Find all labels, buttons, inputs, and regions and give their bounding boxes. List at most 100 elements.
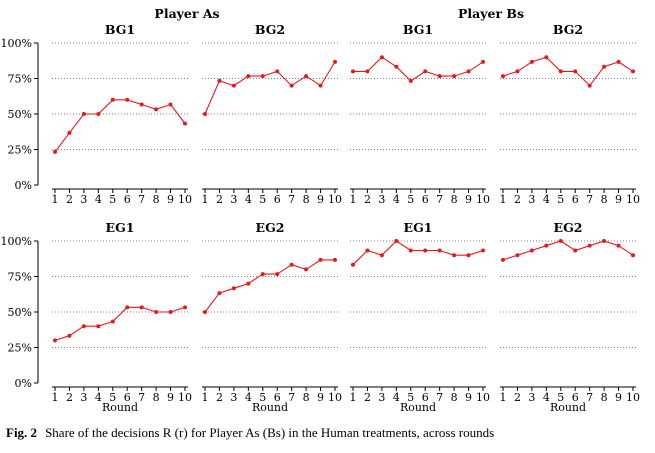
x-tick-label: 4 [245, 391, 252, 404]
x-tick-label: 9 [615, 193, 622, 206]
x-tick-label: 1 [500, 193, 507, 206]
data-point [631, 69, 635, 74]
x-tick-label: 6 [124, 391, 131, 404]
x-tick-label: 1 [350, 193, 357, 206]
x-tick-label: 10 [476, 193, 490, 206]
y-tick-label: 100% [1, 235, 32, 248]
data-point [602, 64, 607, 69]
x-axis-label: Round [550, 401, 586, 414]
data-point [501, 74, 505, 79]
x-tick-label: 9 [317, 193, 324, 206]
x-tick-label: 1 [500, 391, 507, 404]
series-line [353, 56, 484, 82]
x-tick-label: 5 [109, 391, 116, 404]
y-tick-label: 25% [8, 342, 32, 355]
x-tick-label: 1 [202, 193, 209, 206]
x-tick-label: 4 [95, 391, 102, 404]
y-tick-label: 75% [8, 271, 32, 284]
data-point [529, 59, 534, 64]
chart-panel-3: BG1 1 2 3 4 5 6 7 8 9 10 [350, 22, 491, 206]
data-point [67, 130, 72, 135]
data-point [558, 69, 563, 74]
x-tick-label: 6 [124, 193, 131, 206]
data-point [81, 112, 86, 116]
data-point [501, 257, 505, 262]
x-tick-label: 3 [230, 193, 237, 206]
x-tick-label: 3 [230, 391, 237, 404]
data-point [365, 248, 370, 253]
x-tick-label: 5 [407, 193, 414, 206]
x-tick-label: 6 [572, 193, 579, 206]
data-point [437, 248, 442, 253]
y-tick-label: 0% [15, 377, 32, 390]
data-point [168, 310, 173, 314]
x-tick-label: 8 [153, 391, 160, 404]
series-line [502, 240, 634, 261]
panel-title: BG1 [403, 22, 433, 37]
data-point [318, 83, 323, 88]
panel-title: EG1 [404, 220, 433, 235]
series-line [54, 306, 186, 341]
x-tick-label: 9 [465, 193, 472, 206]
chart-panel-5: EG1 1 2 3 4 5 6 7 8 9 10 Round 0% 25% 50% 75% 100% [1, 220, 192, 414]
data-point [333, 59, 337, 64]
caption-label: Fig. 2 [6, 425, 38, 440]
data-point [139, 305, 144, 310]
x-axis-label: Round [102, 401, 138, 414]
x-tick-label: 4 [543, 193, 550, 206]
x-tick-label: 6 [274, 193, 281, 206]
x-tick-label: 9 [167, 391, 174, 404]
x-tick-label: 9 [167, 193, 174, 206]
x-tick-label: 2 [514, 391, 521, 404]
data-point [168, 102, 173, 107]
data-point [616, 243, 621, 248]
data-point [437, 74, 442, 79]
data-point [423, 248, 428, 253]
data-point [289, 83, 294, 88]
data-point [154, 107, 159, 112]
data-point [573, 69, 578, 74]
x-tick-label: 5 [557, 391, 564, 404]
x-tick-label: 3 [528, 391, 535, 404]
data-point [544, 243, 549, 248]
x-tick-label: 9 [317, 391, 324, 404]
data-point [408, 248, 413, 253]
data-point [231, 83, 236, 88]
data-point [260, 272, 265, 277]
data-point [529, 248, 534, 253]
x-tick-label: 10 [328, 193, 342, 206]
x-tick-label: 4 [543, 391, 550, 404]
data-point [203, 112, 207, 116]
x-tick-label: 7 [436, 391, 443, 404]
data-point [365, 69, 370, 74]
data-point [81, 324, 86, 329]
data-point [452, 253, 457, 258]
chart-panel-6: EG2 1 2 3 4 5 6 7 8 9 10 Round [202, 220, 343, 414]
data-point [481, 59, 485, 64]
data-point [379, 253, 384, 258]
x-tick-label: 2 [514, 193, 521, 206]
x-tick-label: 1 [52, 193, 59, 206]
x-tick-label: 5 [109, 193, 116, 206]
x-tick-label: 2 [364, 193, 371, 206]
x-tick-label: 5 [259, 193, 266, 206]
group-title-player-as: Player As [154, 6, 219, 21]
data-point [466, 69, 471, 74]
x-tick-label: 6 [274, 391, 281, 404]
x-tick-label: 2 [66, 391, 73, 404]
x-tick-label: 7 [586, 391, 593, 404]
y-tick-label: 25% [8, 144, 32, 157]
data-point [110, 319, 115, 324]
caption-text: Share of the decisions R (r) for Player … [45, 425, 495, 440]
data-point [481, 248, 485, 253]
data-point [394, 64, 399, 69]
data-point [154, 310, 159, 314]
data-point [246, 281, 251, 286]
data-point [275, 69, 280, 74]
data-point [183, 121, 187, 126]
x-tick-label: 1 [202, 391, 209, 404]
x-tick-label: 5 [259, 391, 266, 404]
figure-caption: Fig. 2 Share of the decisions R (r) for P… [6, 425, 494, 441]
x-tick-label: 2 [216, 391, 223, 404]
data-point [515, 69, 520, 74]
